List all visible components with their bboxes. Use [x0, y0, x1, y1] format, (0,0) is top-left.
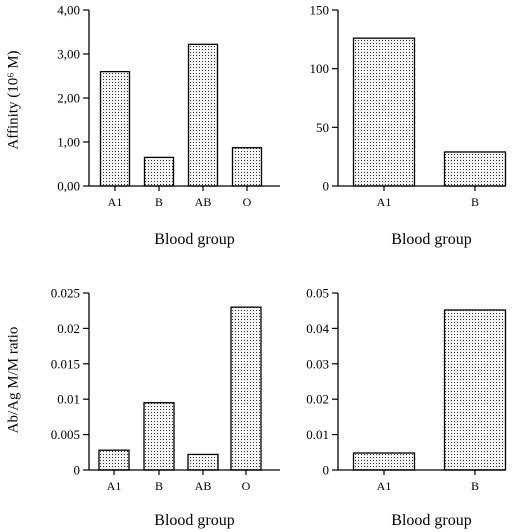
- chart-panel-3: 0 0.005 0.01 0.015 0.02 0.025 A1 B AB O Blood grou…: [5, 286, 280, 529]
- y-tick-label: 2,00: [57, 91, 80, 106]
- bar-o: [230, 306, 262, 471]
- y-tick-label: 0.02: [57, 321, 80, 336]
- x-tick-label: A1: [107, 479, 122, 493]
- x-tick-label: O: [243, 195, 252, 209]
- chart-panel-2: 0 50 100 150 A1 B Blood group: [310, 3, 507, 248]
- y-tick-label: 4,00: [57, 3, 80, 18]
- x-axis-title: Blood group: [391, 231, 471, 248]
- bar-a1: [352, 452, 416, 471]
- x-tick-label: B: [471, 479, 479, 493]
- y-tick-label: 50: [316, 120, 329, 135]
- y-tick-label: 0.005: [51, 427, 80, 442]
- y-axis-title: Ab/Ag M/M ratio: [5, 327, 21, 434]
- x-tick-label: B: [155, 195, 163, 209]
- y-tick-label: 150: [310, 3, 330, 18]
- y-tick-label: 0.01: [57, 392, 80, 407]
- x-tick-label: B: [155, 479, 163, 493]
- y-tick-label: 0: [74, 463, 81, 478]
- x-tick-label: AB: [195, 479, 212, 493]
- x-tick-label: AB: [195, 195, 212, 209]
- bar-ab: [187, 43, 219, 187]
- y-tick-label: 0: [323, 179, 330, 194]
- x-tick-label: B: [471, 195, 479, 209]
- x-axis-title: Blood group: [154, 231, 234, 248]
- x-tick-label: A1: [377, 195, 392, 209]
- y-tick-label: 100: [310, 61, 330, 76]
- y-tick-label: 0,00: [57, 179, 80, 194]
- x-tick-label: A1: [377, 479, 392, 493]
- bar-o: [231, 147, 263, 187]
- y-tick-label: 0.04: [306, 321, 329, 336]
- bar-b: [143, 402, 175, 471]
- bar-a1: [99, 70, 131, 187]
- y-tick-label: 0.05: [306, 286, 329, 301]
- x-axis-title: Blood group: [391, 512, 471, 529]
- chart-panel-1: 0,00 1,00 2,00 3,00 4,00 A1 B AB O Blood group Aff…: [5, 3, 280, 248]
- y-axis-title: Affinity (10⁶ M): [5, 50, 21, 149]
- bar-a1: [98, 449, 130, 471]
- y-tick-label: 0.025: [51, 286, 80, 301]
- y-tick-label: 3,00: [57, 47, 80, 62]
- y-tick-label: 0: [323, 463, 330, 478]
- bar-b: [143, 156, 175, 187]
- chart-panel-4: 0 0.01 0.02 0.03 0.04 0.05 A1 B Blood group: [306, 286, 507, 529]
- bar-a1: [352, 37, 416, 187]
- y-tick-label: 0.03: [306, 356, 329, 371]
- bar-b: [443, 151, 507, 187]
- x-tick-label: A1: [108, 195, 123, 209]
- x-tick-label: O: [242, 479, 251, 493]
- y-tick-label: 0.015: [51, 356, 80, 371]
- bar-ab: [187, 453, 219, 471]
- x-axis-title: Blood group: [154, 512, 234, 529]
- y-tick-label: 1,00: [57, 135, 80, 150]
- y-tick-label: 0.01: [306, 427, 329, 442]
- bar-b: [443, 309, 507, 471]
- y-tick-label: 0.02: [306, 392, 329, 407]
